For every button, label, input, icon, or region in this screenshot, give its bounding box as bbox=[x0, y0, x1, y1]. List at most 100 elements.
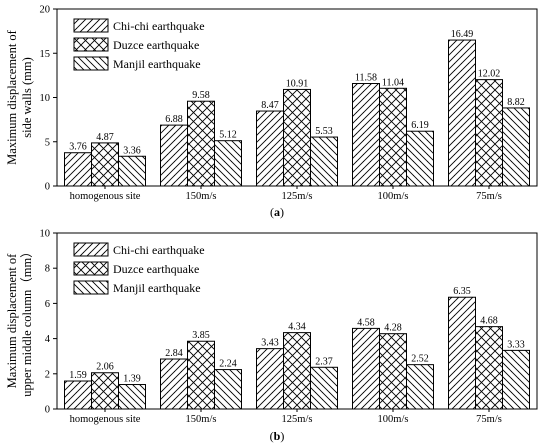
x-tick-label: 150m/s bbox=[186, 191, 217, 202]
data-label: 3.76 bbox=[69, 142, 87, 153]
bar bbox=[256, 348, 284, 410]
bar bbox=[310, 136, 338, 187]
y-tick-label: 2 bbox=[45, 369, 50, 380]
data-label: 8.47 bbox=[261, 100, 279, 111]
data-label: 2.84 bbox=[165, 348, 183, 359]
x-tick-label: 150m/s bbox=[186, 414, 217, 425]
x-tick-label: 100m/s bbox=[378, 191, 409, 202]
legend-swatch bbox=[73, 242, 109, 257]
data-label: 3.36 bbox=[123, 145, 141, 156]
y-axis-label-line: Maximum displacement of bbox=[5, 253, 19, 389]
x-tick-label: 125m/s bbox=[282, 191, 313, 202]
data-label: 2.06 bbox=[96, 362, 114, 373]
bar bbox=[406, 364, 434, 410]
y-tick-label: 10 bbox=[40, 93, 51, 104]
legend-swatch bbox=[73, 56, 109, 71]
subfigure-label: (b) bbox=[270, 429, 285, 443]
data-label: 5.53 bbox=[315, 126, 333, 137]
legend-swatch bbox=[73, 18, 109, 33]
bar bbox=[214, 369, 242, 410]
legend-swatch bbox=[73, 280, 109, 295]
x-tick-label: homogenous site bbox=[70, 191, 141, 202]
data-label: 4.28 bbox=[384, 323, 402, 334]
y-tick-label: 20 bbox=[40, 5, 51, 16]
bar bbox=[91, 372, 119, 410]
data-label: 6.35 bbox=[453, 286, 471, 297]
bar bbox=[64, 380, 92, 410]
data-label: 4.34 bbox=[288, 322, 306, 333]
bar bbox=[502, 107, 530, 187]
y-axis-label-line: upper middle column（mm） bbox=[20, 245, 34, 396]
bar bbox=[187, 100, 215, 187]
x-tick-label: 100m/s bbox=[378, 414, 409, 425]
y-tick-label: 4 bbox=[45, 334, 51, 345]
data-label: 3.85 bbox=[192, 330, 210, 341]
bar bbox=[475, 326, 503, 410]
bar bbox=[160, 358, 188, 410]
data-label: 12.02 bbox=[478, 69, 501, 80]
x-tick-label: 75m/s bbox=[476, 414, 502, 425]
bar bbox=[214, 140, 242, 187]
legend-label: Chi-chi earthquake bbox=[113, 19, 205, 33]
y-tick-label: 6 bbox=[45, 299, 50, 310]
bar bbox=[475, 79, 503, 187]
bar bbox=[502, 349, 530, 410]
data-label: 10.91 bbox=[286, 78, 309, 89]
subfigure-label: (a) bbox=[270, 205, 284, 219]
y-tick-label: 5 bbox=[45, 137, 50, 148]
data-label: 16.49 bbox=[451, 29, 474, 40]
y-axis-label-line: side walls (mm) bbox=[20, 57, 34, 138]
data-label: 6.88 bbox=[165, 114, 183, 125]
x-tick-label: 75m/s bbox=[476, 191, 502, 202]
bar bbox=[256, 110, 284, 187]
bar bbox=[187, 340, 215, 410]
y-tick-label: 0 bbox=[45, 405, 50, 416]
x-tick-label: 125m/s bbox=[282, 414, 313, 425]
bar bbox=[310, 366, 338, 410]
bar bbox=[91, 142, 119, 187]
legend-swatch bbox=[73, 37, 109, 52]
legend-label: Duzce earthquake bbox=[113, 38, 199, 52]
data-label: 4.58 bbox=[357, 317, 375, 328]
y-tick-label: 15 bbox=[40, 49, 51, 60]
y-tick-label: 10 bbox=[40, 229, 51, 240]
x-tick-label: homogenous site bbox=[70, 414, 141, 425]
bar bbox=[379, 333, 407, 410]
data-label: 5.12 bbox=[219, 130, 237, 141]
bar bbox=[352, 83, 380, 187]
bar bbox=[64, 152, 92, 187]
legend-label: Manjil earthquake bbox=[113, 281, 201, 295]
y-axis-label: Maximum displacement ofupper middle colu… bbox=[5, 245, 34, 396]
bar bbox=[118, 384, 146, 410]
bar bbox=[406, 130, 434, 187]
bar bbox=[352, 327, 380, 410]
data-label: 2.24 bbox=[219, 359, 237, 370]
chart-a-max-displacement-side-walls: 0 5 10 15 20 3.76 4.87 3.36 homogenous site 6.88 9… bbox=[5, 5, 538, 219]
data-label: 3.43 bbox=[261, 338, 279, 349]
legend-swatch bbox=[73, 261, 109, 276]
bar bbox=[160, 124, 188, 187]
data-label: 4.87 bbox=[96, 132, 114, 143]
data-label: 2.52 bbox=[411, 354, 429, 365]
data-label: 1.59 bbox=[69, 370, 87, 381]
y-axis-label: Maximum displacement ofside walls (mm) bbox=[5, 29, 34, 165]
data-label: 6.19 bbox=[411, 120, 429, 131]
data-label: 2.37 bbox=[315, 356, 333, 367]
data-label: 1.39 bbox=[123, 374, 141, 385]
data-label: 11.04 bbox=[382, 77, 404, 88]
data-label: 11.58 bbox=[355, 73, 377, 84]
bar bbox=[118, 155, 146, 187]
data-label: 9.58 bbox=[192, 90, 210, 101]
bar bbox=[283, 332, 311, 410]
bar bbox=[448, 39, 476, 187]
bar bbox=[448, 296, 476, 410]
legend-label: Chi-chi earthquake bbox=[113, 243, 205, 257]
y-axis-label-line: Maximum displacement of bbox=[5, 29, 19, 165]
legend-label: Manjil earthquake bbox=[113, 57, 201, 71]
legend-label: Duzce earthquake bbox=[113, 262, 199, 276]
data-label: 3.33 bbox=[507, 339, 525, 350]
data-label: 8.82 bbox=[507, 97, 525, 108]
y-tick-label: 0 bbox=[45, 182, 50, 193]
y-tick-label: 8 bbox=[45, 264, 50, 275]
